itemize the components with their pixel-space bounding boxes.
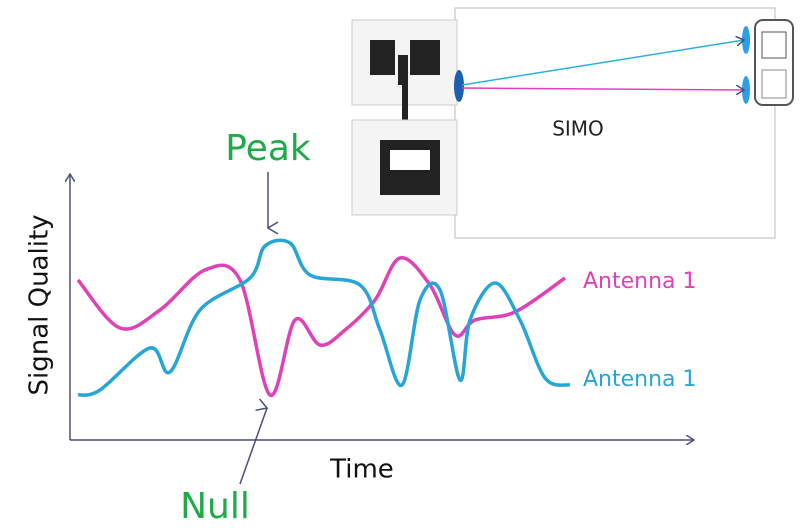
page: SIMO Signal Quality Time Antenna 1 Anten… <box>0 0 805 529</box>
base-station <box>352 20 457 215</box>
legend-label: Antenna 1 <box>583 367 697 392</box>
system-label: SIMO <box>552 117 604 141</box>
null-arrow <box>240 408 267 484</box>
x-axis-label: Time <box>329 455 394 485</box>
phone <box>755 20 793 105</box>
antenna <box>454 70 464 102</box>
y-axis-label: Signal Quality <box>25 214 55 395</box>
null-label: Null <box>180 486 250 527</box>
diagram: SIMO Signal Quality Time Antenna 1 Anten… <box>0 0 805 529</box>
peak-label: Peak <box>225 128 311 169</box>
legend-label: Antenna 1 <box>583 269 697 294</box>
